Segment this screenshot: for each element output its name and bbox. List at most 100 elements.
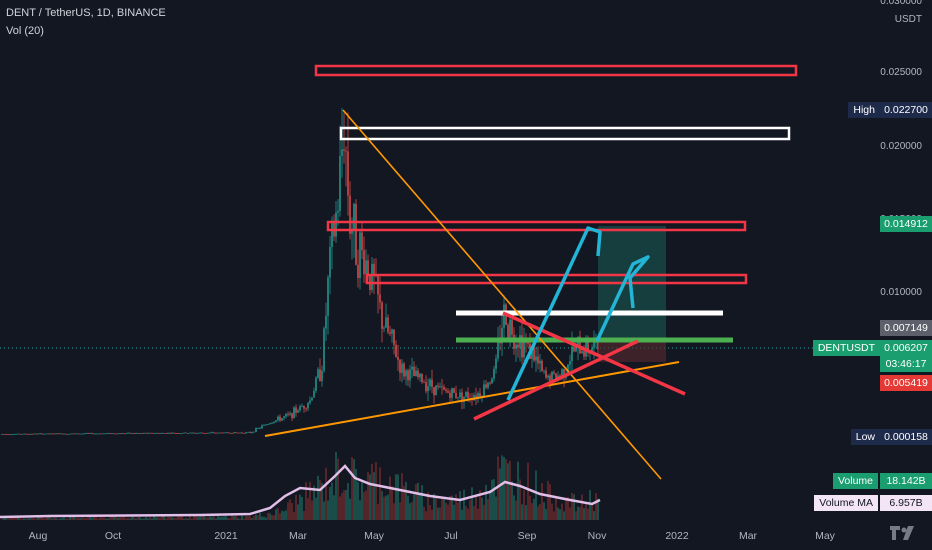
volume-bar xyxy=(185,517,187,520)
candle-body xyxy=(97,433,99,435)
candle-body xyxy=(553,372,555,374)
volume-bar xyxy=(465,506,467,520)
volume-bar xyxy=(483,504,485,520)
volume-bar xyxy=(419,493,421,520)
candle-body xyxy=(145,432,147,434)
volume-bar xyxy=(359,500,361,520)
volume-bar xyxy=(557,507,559,520)
candle-body xyxy=(479,393,481,398)
volume-bar xyxy=(303,510,305,520)
volume-bar xyxy=(267,512,269,520)
candle-body xyxy=(385,317,387,328)
volume-bar xyxy=(163,516,165,520)
volume-bar xyxy=(113,516,115,520)
volume-bar xyxy=(89,516,91,520)
tradingview-logo-icon[interactable] xyxy=(888,522,918,544)
volume-bar xyxy=(507,463,509,520)
volume-bar xyxy=(497,456,499,520)
candle-body xyxy=(47,433,49,435)
volume-bar xyxy=(491,479,493,520)
volume-bar xyxy=(61,518,63,520)
candle-body xyxy=(275,420,277,422)
resistance-zone xyxy=(326,220,747,232)
candle-body xyxy=(165,433,167,434)
candle-body xyxy=(349,195,351,234)
candle-body xyxy=(447,391,449,393)
volume-bar xyxy=(519,479,521,520)
price-tick: 0.025000 xyxy=(880,67,922,78)
candle-body xyxy=(329,246,331,278)
candle-body xyxy=(65,433,67,435)
candle-body xyxy=(515,344,517,349)
candle-body xyxy=(293,407,295,419)
low-label: Low xyxy=(850,429,880,445)
level-c-tag: 0.005419 xyxy=(880,375,932,391)
candle-body xyxy=(139,433,141,434)
candle-body xyxy=(367,260,369,276)
volume-bar xyxy=(421,485,423,520)
volume-bar xyxy=(381,491,383,520)
volume-bar xyxy=(481,497,483,520)
candle-body xyxy=(335,212,337,237)
candle-body xyxy=(321,370,323,382)
volume-bar xyxy=(233,516,235,520)
candle-body xyxy=(87,433,89,434)
candle-body xyxy=(323,328,325,371)
candle-body xyxy=(267,424,269,425)
candle-body xyxy=(59,433,61,435)
candle-body xyxy=(57,433,59,435)
volume-bar xyxy=(157,517,159,520)
volume-bar xyxy=(495,496,497,520)
volume-bar xyxy=(391,486,393,520)
candle-body xyxy=(301,406,303,407)
high-label: High xyxy=(848,102,880,118)
volume-bar xyxy=(503,456,505,520)
volume-bar xyxy=(165,518,167,520)
volume-bar xyxy=(109,515,111,520)
candle-body xyxy=(273,421,275,423)
volume-bar xyxy=(85,518,87,520)
candle-body xyxy=(167,432,169,434)
volume-bar xyxy=(567,497,569,520)
volume-bar xyxy=(323,501,325,520)
candle-body xyxy=(523,342,525,358)
volume-bar xyxy=(459,491,461,520)
volume-ma-tag-value: 6.957B xyxy=(880,495,932,511)
volume-bar xyxy=(545,508,547,520)
candle-body xyxy=(119,433,121,435)
volume-bar xyxy=(175,518,177,520)
volume-bar xyxy=(561,503,563,520)
candle-body xyxy=(99,433,101,435)
volume-bar xyxy=(11,516,13,520)
volume-bar xyxy=(511,481,513,520)
candle-body xyxy=(435,385,437,396)
candle-body xyxy=(403,363,405,377)
volume-bar xyxy=(593,511,595,520)
volume-bar xyxy=(177,516,179,520)
volume-bar xyxy=(501,455,503,520)
candle-body xyxy=(339,155,341,211)
volume-bar xyxy=(295,494,297,520)
volume-bar xyxy=(461,509,463,520)
volume-bar xyxy=(551,503,553,520)
candle-body xyxy=(3,434,5,435)
candle-body xyxy=(83,433,85,435)
candle-body xyxy=(67,434,69,435)
candle-body xyxy=(317,369,319,378)
volume-bar xyxy=(345,489,347,520)
candle-body xyxy=(531,346,533,359)
candle-body xyxy=(161,432,163,434)
volume-bar xyxy=(13,516,15,520)
volume-bar xyxy=(47,516,49,520)
candle-body xyxy=(343,149,345,151)
volume-bar xyxy=(15,518,17,520)
volume-bar xyxy=(167,517,169,520)
candle-body xyxy=(263,425,265,426)
volume-bar xyxy=(547,480,549,520)
candle-body xyxy=(387,317,389,333)
volume-bar xyxy=(569,507,571,520)
candle-body xyxy=(535,356,537,361)
volume-bar xyxy=(145,516,147,520)
